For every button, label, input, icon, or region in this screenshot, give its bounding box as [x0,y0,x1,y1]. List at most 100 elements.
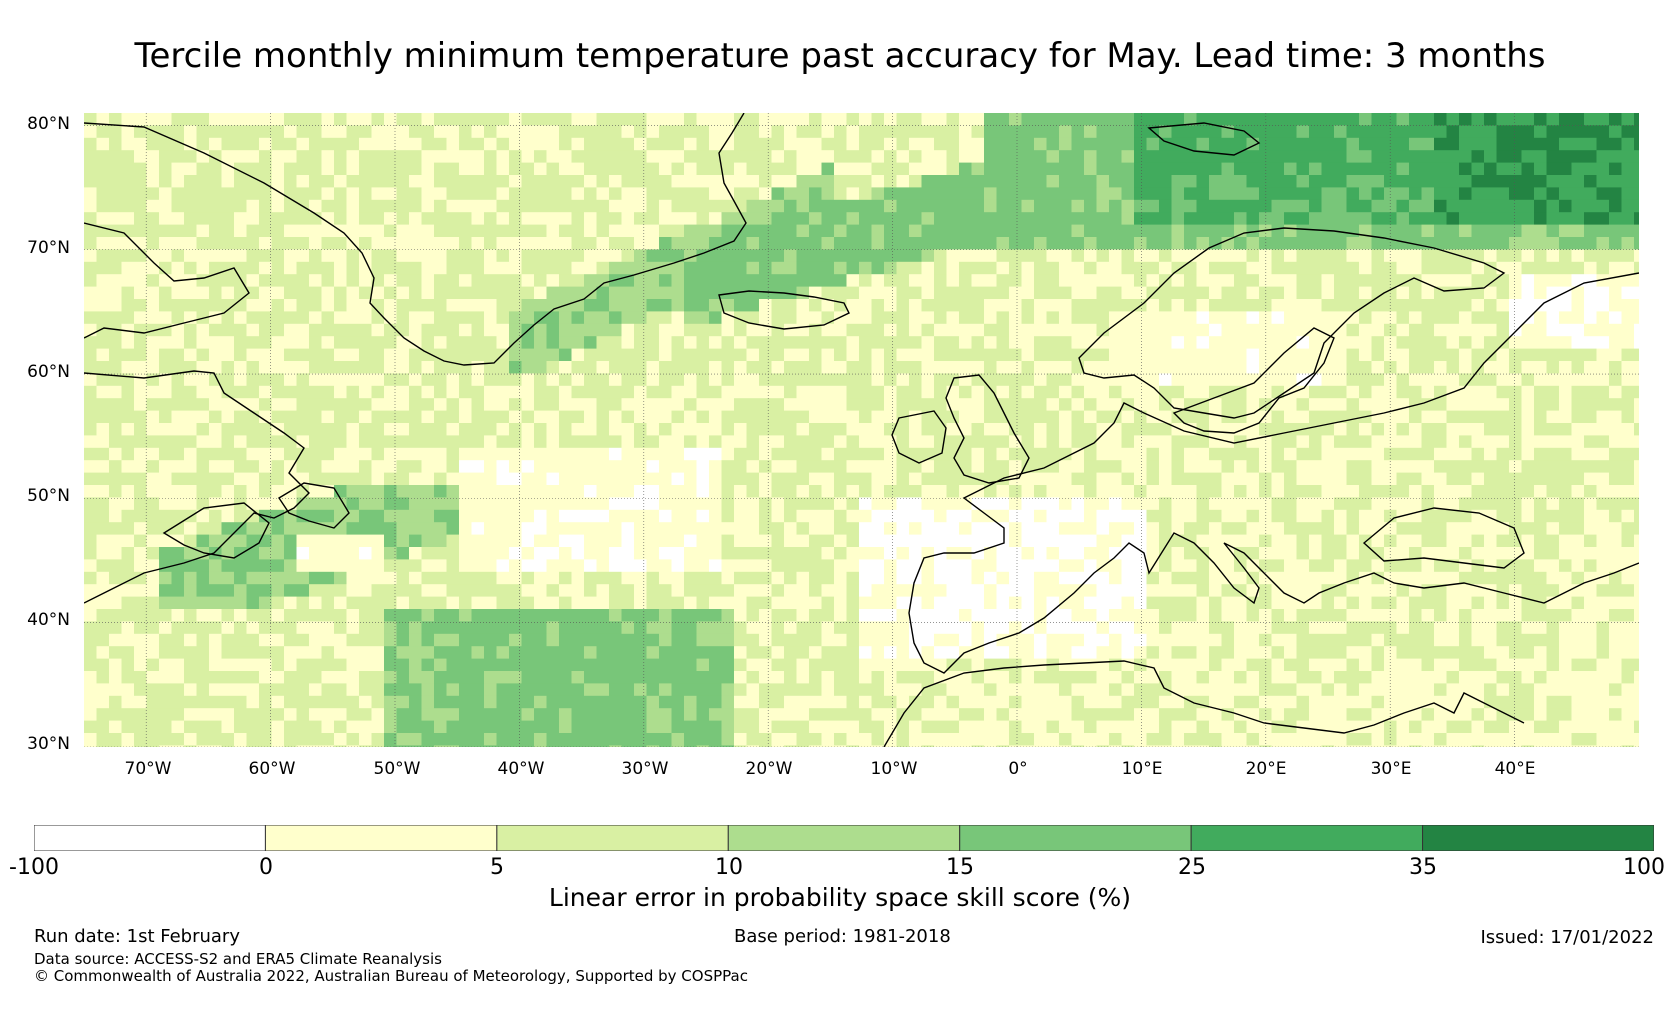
grid-cell [1159,125,1172,139]
grid-cell [1021,534,1035,548]
grid-cell [371,137,385,151]
grid-cell [1059,621,1072,635]
grid-cell [1171,708,1185,721]
grid-cell [1196,385,1210,399]
grid-cell [1196,348,1210,362]
grid-cell [696,472,710,486]
grid-cell [834,150,847,163]
grid-cell [109,199,122,213]
skill-map [84,113,1639,747]
grid-cell [571,137,585,151]
grid-cell [484,398,497,411]
grid-cell [659,522,672,535]
grid-cell [1284,113,1297,126]
grid-cell [1071,212,1085,225]
grid-cell [1109,212,1122,225]
grid-cell [1059,224,1072,238]
grid-cell [571,584,585,597]
grid-cell [584,212,597,225]
grid-cell [246,398,260,411]
grid-cell [1021,435,1035,449]
grid-cell [984,460,997,473]
grid-cell [1046,683,1060,697]
grid-cell [384,522,397,535]
grid-cell [334,385,347,399]
grid-cell [921,237,935,250]
grid-cell [771,299,785,312]
grid-cell [646,671,660,684]
grid-cell [959,187,972,201]
grid-cell [296,633,310,647]
grid-cell [821,708,835,721]
grid-cell [1259,261,1272,275]
grid-cell [221,175,235,188]
grid-cell [434,633,447,647]
grid-cell [84,410,97,424]
grid-cell [259,175,272,188]
grid-cell [659,596,672,610]
grid-cell [396,447,410,461]
grid-cell [509,361,522,374]
grid-cell [821,571,835,585]
grid-cell [771,596,785,610]
grid-cell [659,646,672,659]
grid-cell [634,398,647,411]
grid-cell [984,522,997,535]
grid-cell [1109,571,1122,585]
grid-cell [609,497,622,511]
grid-cell [259,336,272,349]
grid-cell [309,671,322,684]
grid-cell [184,385,197,399]
grid-cell [846,733,860,746]
grid-cell [1084,423,1097,436]
grid-cell [971,745,985,747]
grid-cell [984,150,997,163]
grid-cell [896,683,910,697]
grid-cell [834,720,847,734]
grid-cell [646,695,660,709]
grid-cell [371,571,385,585]
grid-cell [296,175,310,188]
grid-cell [696,199,710,213]
grid-cell [159,447,172,461]
grid-cell [1159,286,1172,300]
grid-cell [659,509,672,523]
grid-cell [984,125,997,139]
grid-cell [209,733,222,746]
grid-cell [1121,348,1135,362]
grid-cell [159,534,172,548]
grid-cell [146,547,160,560]
grid-cell [84,249,97,263]
grid-cell [859,621,872,635]
grid-cell [921,299,935,312]
grid-cell [884,708,897,721]
grid-cell [209,695,222,709]
grid-cell [1259,187,1272,201]
grid-cell [159,609,172,622]
grid-cell [471,522,485,535]
grid-cell [671,150,685,163]
grid-cell [959,261,972,275]
grid-cell [1221,596,1235,610]
grid-cell [834,621,847,635]
grid-cell [459,646,472,659]
grid-cell [1171,633,1185,647]
grid-cell [96,447,110,461]
grid-cell [609,658,622,672]
grid-cell [934,323,947,337]
grid-cell [396,534,410,548]
grid-cell [521,621,535,635]
grid-cell [171,237,185,250]
grid-cell [784,286,797,300]
grid-cell [971,609,985,622]
grid-cell [396,237,410,250]
grid-cell [1021,299,1035,312]
grid-cell [684,485,697,498]
grid-cell [84,398,97,411]
grid-cell [946,187,960,201]
grid-cell [1071,348,1085,362]
grid-cell [434,187,447,201]
grid-cell [171,385,185,399]
grid-cell [459,720,472,734]
grid-cell [246,559,260,573]
